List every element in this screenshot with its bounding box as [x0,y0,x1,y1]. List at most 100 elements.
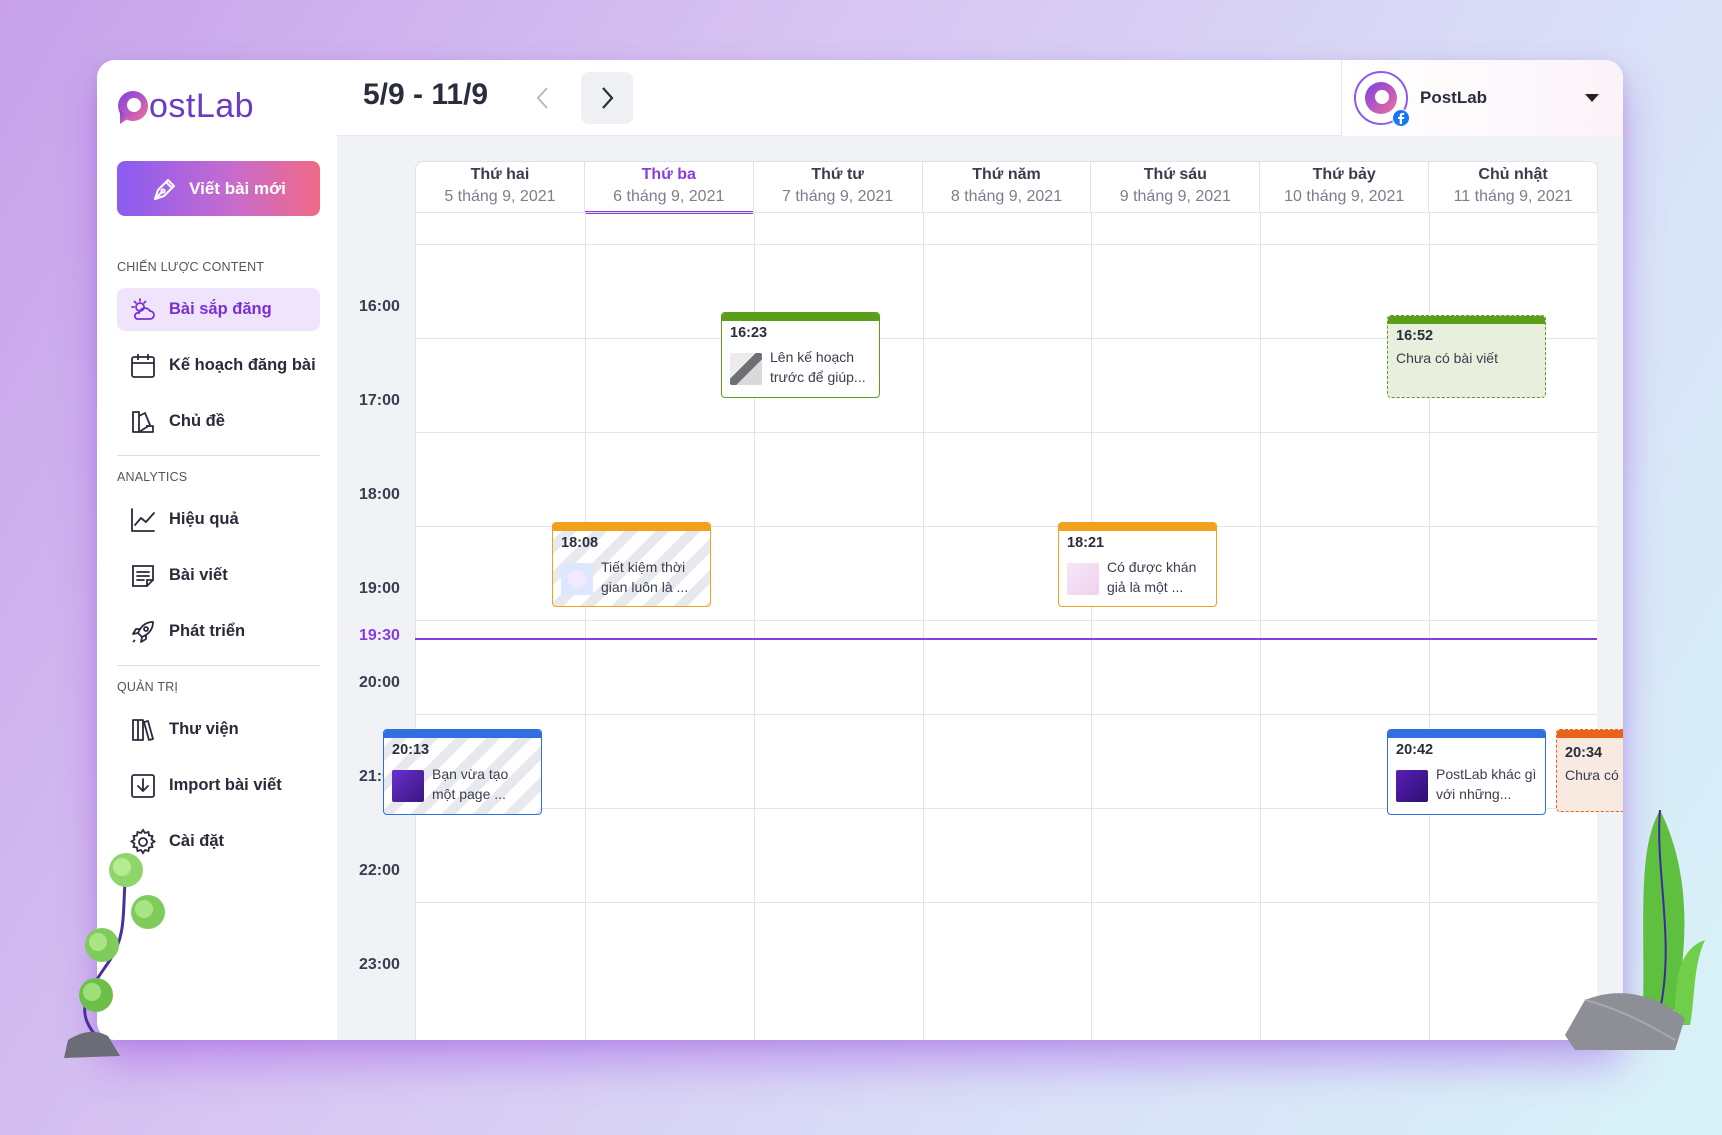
hour-label: 16:00 [359,298,400,315]
sidebar-item-library[interactable]: Thư viện [117,708,320,751]
day-date: 6 tháng 9, 2021 [613,188,725,205]
day-name: Thứ tư [811,166,864,183]
post-thumbnail [1396,770,1428,802]
account-switcher[interactable]: PostLab [1341,60,1623,136]
event-card[interactable]: 20:13 Bạn vừa tạo một page ... [383,729,542,815]
current-time-line [415,638,1597,640]
day-header[interactable]: Thứ bảy 10 tháng 9, 2021 [1260,162,1430,212]
hour-label: 19:00 [359,580,400,597]
event-color-bar [1059,523,1216,531]
day-header[interactable]: Thứ hai 5 tháng 9, 2021 [416,162,585,212]
calendar-icon [131,353,155,378]
sidebar-item-performance-label: Hiệu quả [169,510,239,528]
sidebar-item-plan[interactable]: Kế hoạch đăng bài [117,344,320,387]
gear-icon [129,827,157,855]
event-card[interactable]: 18:08 Tiết kiệm thời gian luôn là ... [552,522,711,607]
event-text: Bạn vừa tạo một page ... [432,766,509,802]
app-window: ostLab Viết bài mới CHIẾN LƯỢC CONTENT B… [97,60,1623,1040]
section-title-analytics: ANALYTICS [117,470,188,484]
post-thumbnail [1067,563,1099,595]
sidebar-item-import[interactable]: Import bài viết [117,764,320,807]
swatch-icon [132,410,154,433]
date-range: 5/9 - 11/9 [363,78,489,111]
hour-label: 22:00 [359,862,400,879]
pen-icon [154,178,176,200]
sidebar-item-growth-label: Phát triển [169,622,246,640]
hour-label: 23:00 [359,956,400,973]
cloud-sun-icon [131,297,155,320]
sidebar-item-topics[interactable]: Chủ đề [117,400,320,443]
sidebar-item-topics-label: Chủ đề [169,412,225,430]
event-color-bar [1388,730,1545,738]
sidebar-item-plan-label: Kế hoạch đăng bài [169,356,316,374]
rocket-icon [132,620,154,643]
day-header[interactable]: Thứ sáu 9 tháng 9, 2021 [1091,162,1261,212]
sidebar-item-settings-label: Cài đặt [169,832,225,850]
day-column-divider [753,212,755,1040]
day-name: Chủ nhật [1478,166,1548,183]
chevron-right-icon [602,87,614,109]
event-text: Có được khán giả là một ... [1107,559,1197,595]
day-column-divider [922,212,924,1040]
sidebar-item-settings[interactable]: Cài đặt [117,820,320,863]
top-bar: 5/9 - 11/9 PostLab [337,60,1623,136]
plant-decoration-left [64,853,165,1058]
library-icon [132,718,154,741]
day-date: 8 tháng 9, 2021 [950,188,1063,205]
avatar [1354,71,1410,127]
logo[interactable]: ostLab [115,82,254,130]
previous-week-button[interactable] [517,72,569,124]
sidebar-item-upcoming[interactable]: Bài sắp đăng [117,288,320,331]
day-column-divider [1429,212,1431,1040]
week-calendar: Thứ hai 5 tháng 9, 2021 Thứ ba 6 tháng 9, 2… [337,136,1623,1040]
event-time: 20:34 [1565,745,1603,761]
event-card[interactable]: 20:34 Chưa có bài viết [1556,729,1623,812]
current-time-label: 19:30 [359,627,400,644]
post-thumbnail [561,563,593,595]
sidebar-item-performance[interactable]: Hiệu quả [117,498,320,541]
new-post-button[interactable]: Viết bài mới [117,161,320,216]
event-color-bar [722,313,879,321]
account-name: PostLab [1420,88,1488,107]
sidebar-item-growth[interactable]: Phát triển [117,610,320,653]
day-column-divider [1091,212,1093,1040]
event-card[interactable]: 16:52 Chưa có bài viết [1387,315,1546,398]
day-name: Thứ năm [972,166,1041,183]
header-divider [416,212,1597,213]
day-header[interactable]: Thứ năm 8 tháng 9, 2021 [923,162,1092,212]
day-column-divider [1260,212,1262,1040]
day-header[interactable]: Thứ ba 6 tháng 9, 2021 [584,162,754,214]
day-date: 7 tháng 9, 2021 [782,188,894,205]
logo-icon [115,88,151,124]
day-name: Thứ hai [470,166,530,183]
day-header[interactable]: Chủ nhật 11 tháng 9, 2021 [1429,162,1598,212]
hour-gridline [416,432,1597,433]
day-column-divider [584,212,586,1040]
next-week-button[interactable] [581,72,633,124]
event-time: 18:21 [1067,535,1105,551]
day-date: 11 tháng 9, 2021 [1453,188,1573,205]
event-card[interactable]: 20:42 PostLab khác gì với những... [1387,729,1546,815]
event-card[interactable]: 18:21 Có được khán giả là một ... [1058,522,1217,607]
download-icon [131,773,155,798]
event-text: PostLab khác gì với những... [1436,766,1537,802]
event-time: 16:23 [730,325,768,341]
hour-gridline [416,620,1597,621]
facebook-icon [1392,109,1410,127]
sidebar-item-posts-label: Bài viết [169,566,228,584]
chevron-left-icon [536,87,548,109]
event-card[interactable]: 16:23 Lên kế hoạch trước để giúp... [721,312,880,398]
hour-label: 18:00 [359,486,400,503]
event-time: 16:52 [1396,328,1434,344]
event-color-bar [553,523,710,531]
day-header[interactable]: Thứ tư 7 tháng 9, 2021 [754,162,923,212]
line-chart-icon [131,507,155,532]
sidebar-item-posts[interactable]: Bài viết [117,554,320,597]
event-color-bar [384,730,541,738]
plant-decoration-right [1565,810,1705,1050]
event-text: Tiết kiệm thời gian luôn là ... [601,559,689,595]
day-name: Thứ ba [641,166,696,183]
event-time: 18:08 [561,535,599,551]
sidebar-divider [117,455,320,456]
section-title-admin: QUẢN TRỊ [117,680,179,694]
